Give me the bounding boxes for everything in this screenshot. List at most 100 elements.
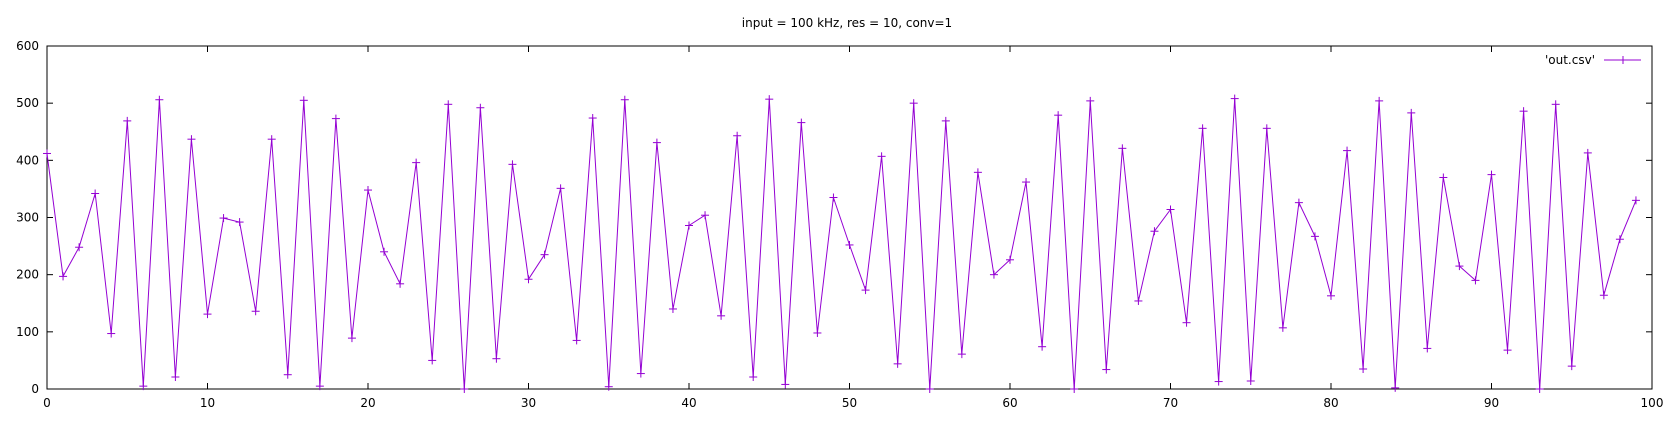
data-point-marker [412, 158, 421, 167]
data-point-marker [556, 184, 565, 193]
data-point-marker [43, 149, 51, 158]
data-point-marker [1407, 108, 1416, 117]
data-point-marker [957, 350, 966, 359]
data-point-marker [1006, 255, 1014, 264]
data-point-marker [219, 214, 228, 223]
data-point-marker [893, 359, 902, 368]
data-point-marker [941, 116, 950, 125]
data-point-marker [1086, 96, 1095, 105]
data-point-marker [299, 96, 308, 105]
data-point-marker [1583, 148, 1592, 157]
data-point-marker [1310, 232, 1319, 241]
data-point-marker [492, 354, 501, 363]
data-point-marker [364, 186, 372, 195]
data-point-marker [717, 311, 726, 320]
data-point-marker [396, 279, 405, 288]
data-point-marker [283, 370, 292, 379]
y-tick-label: 100 [16, 325, 39, 339]
data-point-marker [59, 272, 68, 281]
data-point-marker [315, 382, 324, 391]
data-point-marker [107, 329, 116, 338]
data-point-marker [1391, 383, 1400, 392]
data-point-marker [909, 99, 918, 108]
y-tick-label: 600 [16, 39, 39, 53]
data-point-marker [139, 382, 148, 391]
data-point-marker [861, 286, 870, 295]
data-point-marker [1102, 365, 1111, 374]
data-point-marker [636, 369, 645, 378]
data-point-marker [989, 270, 998, 279]
data-point-marker [1182, 318, 1191, 327]
data-point-marker [749, 372, 758, 381]
data-point-marker [1519, 107, 1528, 116]
data-point-marker [1070, 385, 1079, 393]
data-point-marker [733, 131, 742, 140]
x-tick-label: 10 [200, 396, 215, 410]
data-point-marker [604, 382, 613, 391]
data-point-marker [508, 160, 517, 169]
chart-title: input = 100 kHz, res = 10, conv=1 [742, 16, 952, 30]
data-point-marker [1359, 364, 1368, 373]
data-point-marker [1246, 376, 1255, 385]
data-point-marker [1214, 377, 1223, 386]
series-line [46, 98, 1637, 390]
y-tick-label: 400 [16, 153, 39, 167]
data-point-marker [1631, 196, 1640, 205]
data-point-marker [1230, 94, 1239, 103]
data-point-marker [1294, 198, 1303, 207]
data-point-marker [765, 95, 774, 104]
y-tick-label: 500 [16, 96, 39, 110]
legend: 'out.csv' [1545, 53, 1641, 67]
data-point-marker [380, 247, 389, 256]
data-point-marker [1198, 124, 1207, 133]
y-tick-label: 300 [16, 211, 39, 225]
data-point-marker [460, 385, 469, 393]
data-point-marker [829, 193, 838, 202]
x-tick-label: 80 [1323, 396, 1338, 410]
data-point-marker [1535, 385, 1544, 393]
data-point-marker [1567, 362, 1576, 371]
data-point-marker [797, 118, 806, 127]
data-point-marker [1487, 170, 1496, 179]
x-tick-label: 60 [1002, 396, 1017, 410]
x-tick-label: 20 [360, 396, 375, 410]
x-tick-label: 0 [43, 396, 51, 410]
y-tick-label: 200 [16, 268, 39, 282]
x-tick-label: 40 [681, 396, 696, 410]
legend-marker [1619, 56, 1627, 64]
data-point-marker [1599, 291, 1608, 300]
data-point-marker [187, 135, 196, 144]
data-point-marker [444, 100, 453, 109]
data-point-marker [1615, 235, 1624, 244]
data-point-marker [235, 218, 244, 227]
x-tick-label: 70 [1163, 396, 1178, 410]
data-point-marker [1022, 178, 1031, 187]
data-point-marker [1455, 262, 1464, 271]
data-point-marker [1327, 291, 1335, 300]
data-point-marker [203, 310, 212, 319]
data-point-marker [845, 240, 854, 249]
data-point-marker [476, 103, 485, 112]
data-point-marker [540, 250, 549, 259]
data-point-marker [685, 221, 693, 230]
data-point-marker [155, 95, 164, 104]
x-tick-label: 90 [1484, 396, 1499, 410]
legend-label: 'out.csv' [1545, 53, 1595, 67]
data-point-marker [171, 372, 180, 381]
x-tick-label: 50 [842, 396, 857, 410]
data-point-marker [1134, 296, 1143, 305]
data-point-marker [331, 114, 340, 123]
data-point-marker [813, 328, 822, 337]
data-point-marker [781, 380, 790, 389]
data-point-marker [588, 114, 597, 123]
data-point-marker [1343, 146, 1352, 155]
data-point-marker [1423, 344, 1432, 353]
data-point-marker [1038, 342, 1047, 351]
data-point-marker [1278, 323, 1287, 332]
x-tick-label: 100 [1641, 396, 1664, 410]
data-point-marker [1166, 205, 1175, 214]
data-point-marker [1262, 124, 1271, 133]
data-point-marker [91, 189, 100, 198]
data-point-marker [1471, 276, 1480, 285]
